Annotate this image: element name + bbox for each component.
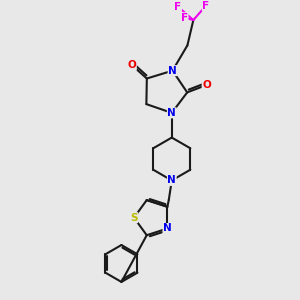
Text: O: O bbox=[128, 60, 136, 70]
Text: F: F bbox=[174, 2, 182, 12]
Text: S: S bbox=[130, 213, 138, 223]
Text: N: N bbox=[163, 224, 172, 233]
Text: F: F bbox=[181, 13, 188, 23]
Text: F: F bbox=[202, 1, 209, 11]
Text: N: N bbox=[167, 176, 176, 185]
Text: N: N bbox=[168, 66, 177, 76]
Text: N: N bbox=[167, 108, 176, 118]
Text: O: O bbox=[202, 80, 211, 90]
